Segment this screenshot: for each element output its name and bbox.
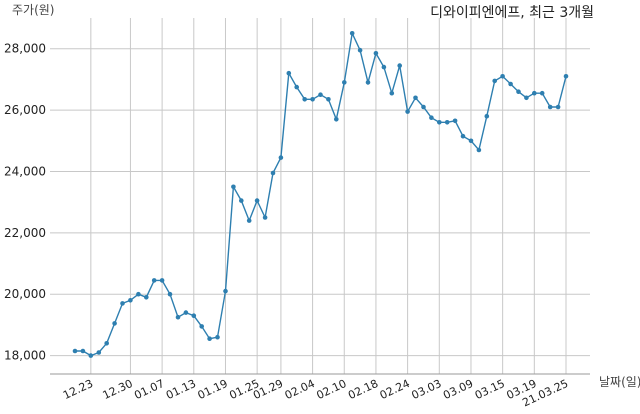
data-point [302,97,308,102]
data-point [484,113,490,119]
data-point [429,115,434,120]
data-point [88,353,94,358]
data-point [373,51,379,56]
data-point [231,184,236,190]
x-tick-label: 02.04 [283,377,317,402]
y-tick-label: 26,000 [4,103,46,117]
x-tick-label: 03.03 [410,377,444,402]
data-point [326,97,331,102]
data-point [413,95,418,101]
data-point [159,278,165,283]
data-point [563,74,569,79]
data-point [452,118,458,124]
x-tick-label: 03.15 [473,377,507,402]
data-point [310,97,315,102]
data-point [239,198,244,203]
data-point [262,215,268,220]
data-point [500,74,505,79]
data-point [405,109,410,114]
data-point [96,350,102,355]
data-point [286,70,292,76]
x-tick-label: 02.10 [314,377,348,402]
data-point [167,291,173,297]
data-point [183,310,189,315]
data-point [318,92,323,97]
y-axis-label: 주가(원) [12,3,54,17]
data-point [72,348,78,354]
data-point [334,117,339,122]
x-tick-label: 12.23 [61,377,95,402]
data-point [104,341,109,346]
data-point [136,291,141,297]
data-point [468,138,474,144]
price-series-line [75,30,567,357]
x-tick-label: 12.30 [101,377,135,402]
data-point [524,95,529,101]
data-point [175,314,181,320]
data-point [555,104,561,110]
y-tick-label: 18,000 [4,349,46,363]
data-point [80,348,86,354]
data-point [516,89,521,94]
data-point [223,288,228,294]
data-point [492,78,498,84]
y-tick-label: 24,000 [4,164,46,178]
data-point [207,336,212,342]
y-tick-label: 22,000 [4,226,46,240]
data-point [381,64,387,70]
data-point [294,84,300,90]
x-tick-label: 01.13 [164,377,198,402]
data-point [199,324,204,329]
data-point [539,90,545,96]
x-tick-label: 01.19 [196,377,230,402]
data-point [365,80,371,85]
data-point [270,170,276,176]
data-point [342,80,347,85]
data-point [144,295,149,300]
x-gridlines [90,18,567,374]
data-point [421,104,426,110]
x-axis-label: 날짜(일) [599,375,640,389]
x-tick-label: 01.07 [132,377,166,402]
data-point [254,198,260,203]
data-point [460,133,466,139]
data-point [357,47,363,53]
data-point [120,301,125,306]
data-point [151,278,157,283]
x-tick-label: 02.24 [378,377,412,402]
data-point [444,120,450,125]
y-tick-label: 28,000 [4,42,46,56]
data-point [389,90,395,96]
data-point [246,218,252,223]
data-point [437,120,442,125]
x-tick-labels: 12.23 12.3001.0701.1301.1901.2501.2902.04… [61,377,570,409]
data-point [476,147,482,153]
data-point [112,321,117,326]
data-point [215,334,220,340]
x-tick-label: 03.09 [441,377,475,402]
data-point [508,81,513,87]
price-series-points [72,31,569,358]
data-point [547,104,553,110]
data-point [191,313,197,319]
chart-title: 디와이피엔에프, 최근 3개월 [430,5,594,21]
data-point [128,298,133,303]
data-point [397,63,403,68]
x-tick-label: 02.18 [346,377,380,402]
data-point [532,90,537,96]
data-point [349,31,355,36]
y-tick-labels: 18,000 20,000 22,000 24,000 26,000 28,000 [4,42,46,363]
y-tick-label: 20,000 [4,287,46,301]
data-point [278,155,284,160]
